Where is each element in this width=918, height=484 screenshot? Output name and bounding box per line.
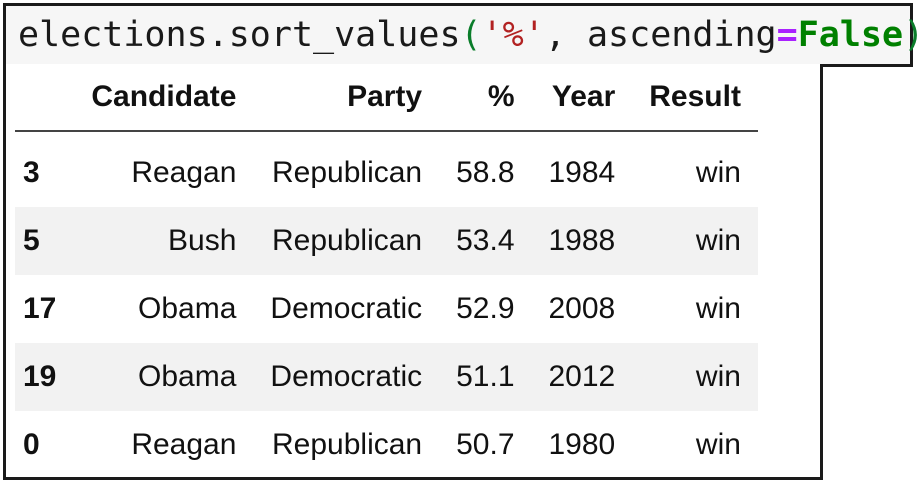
- table-row: 5 Bush Republican 53.4 1988 win: [15, 207, 758, 275]
- code-kwarg-value: False: [797, 15, 904, 55]
- header-party: Party: [253, 64, 440, 132]
- row-index: 19: [23, 360, 57, 393]
- cell-year: 2008: [548, 292, 616, 325]
- header-gap: [15, 131, 758, 139]
- code-kwarg-name: ascending: [586, 15, 777, 55]
- cell-year: 1980: [548, 428, 616, 461]
- cell-party: Democratic: [270, 292, 423, 325]
- row-index: 0: [23, 428, 40, 461]
- code-column-arg: '%': [481, 15, 545, 55]
- table-header: Candidate Party % Year Result: [15, 64, 758, 132]
- cell-party: Republican: [272, 428, 423, 461]
- cell-result: win: [695, 360, 741, 393]
- cell-candidate: Bush: [168, 224, 237, 257]
- cell-candidate: Reagan: [131, 428, 237, 461]
- header-index: [15, 64, 75, 132]
- row-index: 3: [23, 156, 40, 189]
- cell-result: win: [695, 292, 741, 325]
- table-row: 0 Reagan Republican 50.7 1980 win: [15, 411, 758, 479]
- cell-party: Democratic: [270, 360, 423, 393]
- cell-percent: 58.8: [456, 156, 515, 189]
- cell-candidate: Obama: [138, 360, 237, 393]
- cell-party: Republican: [272, 224, 423, 257]
- code-equals: =: [776, 15, 798, 55]
- code-open-paren: (: [460, 15, 482, 55]
- row-index: 5: [23, 224, 40, 257]
- table-row: 3 Reagan Republican 58.8 1984 win: [15, 139, 758, 207]
- cell-candidate: Reagan: [131, 156, 237, 189]
- header-candidate: Candidate: [74, 64, 254, 132]
- dataframe-table: Candidate Party % Year Result 3 Reagan R…: [15, 64, 758, 479]
- table-row: 17 Obama Democratic 52.9 2008 win: [15, 275, 758, 343]
- cell-year: 1984: [548, 156, 616, 189]
- row-index: 17: [23, 292, 57, 325]
- cell-candidate: Obama: [138, 292, 237, 325]
- cell-percent: 52.9: [456, 292, 515, 325]
- output-area: Candidate Party % Year Result 3 Reagan R…: [3, 64, 823, 480]
- code-separator: ,: [544, 15, 587, 55]
- cell-result: win: [695, 224, 741, 257]
- code-object: elections: [18, 15, 208, 55]
- header-row: Candidate Party % Year Result: [15, 64, 758, 132]
- header-result: Result: [632, 64, 758, 132]
- cell-party: Republican: [272, 156, 423, 189]
- code-method: .sort_values: [207, 15, 461, 55]
- table-body: 3 Reagan Republican 58.8 1984 win 5 Bush…: [15, 131, 758, 479]
- code-close-paren: ): [903, 15, 918, 55]
- cell-percent: 53.4: [456, 224, 515, 257]
- cell-year: 2012: [548, 360, 616, 393]
- cell-result: win: [695, 428, 741, 461]
- cell-year: 1988: [548, 224, 616, 257]
- table-row: 19 Obama Democratic 51.1 2012 win: [15, 343, 758, 411]
- cell-percent: 50.7: [456, 428, 515, 461]
- header-year: Year: [531, 64, 633, 132]
- header-percent: %: [439, 64, 532, 132]
- cell-result: win: [695, 156, 741, 189]
- cell-percent: 51.1: [456, 360, 515, 393]
- code-input-cell[interactable]: elections.sort_values('%', ascending=Fal…: [3, 3, 918, 67]
